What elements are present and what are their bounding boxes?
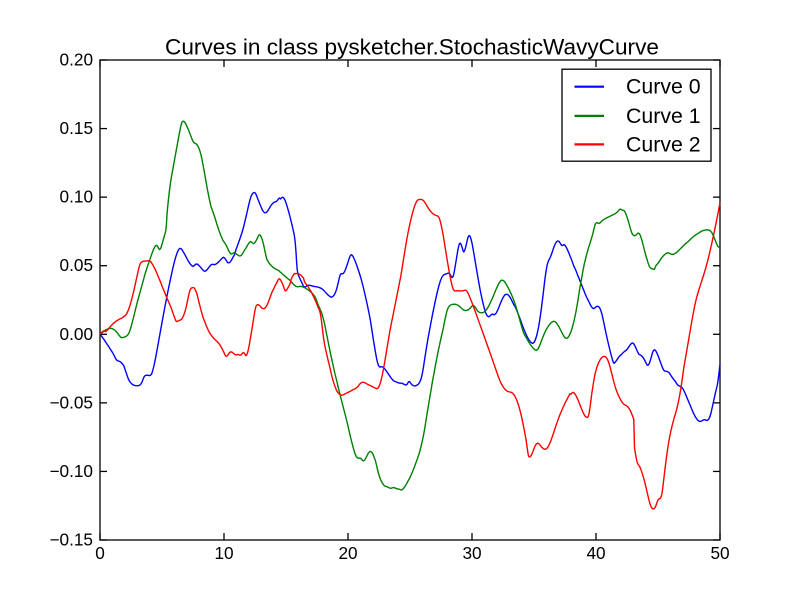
svg-text:−0.15: −0.15 bbox=[50, 530, 94, 550]
svg-text:10: 10 bbox=[214, 543, 233, 563]
svg-text:Curve 0: Curve 0 bbox=[626, 75, 701, 99]
svg-text:20: 20 bbox=[338, 543, 357, 563]
svg-text:0: 0 bbox=[95, 543, 105, 563]
svg-text:30: 30 bbox=[462, 543, 481, 563]
svg-text:0.05: 0.05 bbox=[60, 255, 93, 275]
svg-text:0.20: 0.20 bbox=[60, 50, 93, 70]
svg-text:0.10: 0.10 bbox=[60, 187, 93, 207]
svg-text:−0.05: −0.05 bbox=[50, 392, 94, 412]
svg-text:Curve 1: Curve 1 bbox=[626, 104, 701, 128]
svg-text:−0.10: −0.10 bbox=[50, 461, 94, 481]
svg-text:Curve 2: Curve 2 bbox=[626, 132, 701, 156]
svg-text:0.00: 0.00 bbox=[60, 324, 93, 344]
svg-text:Curves in class pysketcher.Sto: Curves in class pysketcher.StochasticWav… bbox=[165, 35, 659, 60]
svg-text:40: 40 bbox=[586, 543, 605, 563]
svg-text:0.15: 0.15 bbox=[60, 118, 93, 138]
svg-text:50: 50 bbox=[710, 543, 729, 563]
